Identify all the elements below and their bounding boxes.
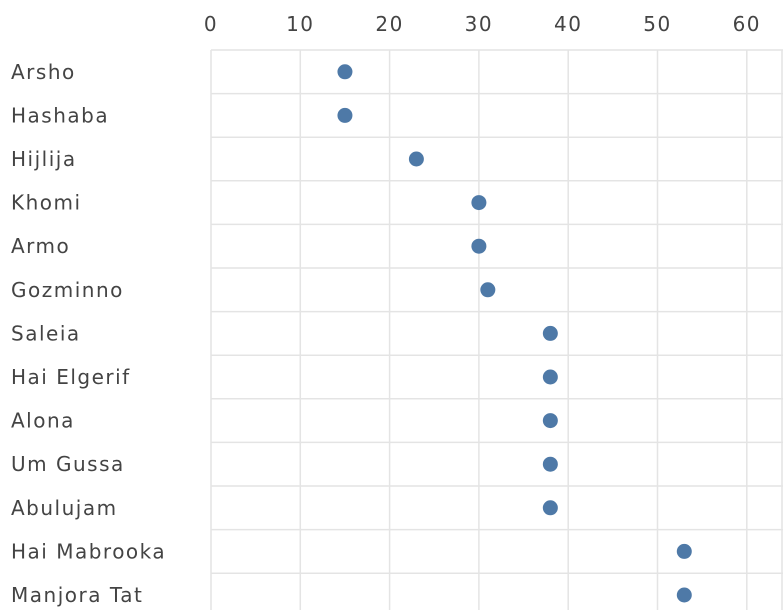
data-point [542,369,558,385]
x-tick-label: 20 [375,12,403,36]
category-label: Khomi [11,191,82,215]
x-tick-label: 0 [204,12,218,36]
data-points [337,64,692,603]
data-point [471,195,487,211]
x-tick-label: 60 [733,12,761,36]
category-label: Hashaba [11,103,109,127]
data-point [408,151,424,167]
category-label: Manjora Tat [11,583,143,607]
category-label: Abulujam [11,496,118,520]
data-point [337,107,353,123]
data-point [676,587,692,603]
data-point [676,543,692,559]
data-point [337,64,353,80]
x-tick-label: 40 [554,12,582,36]
category-label: Hai Elgerif [11,365,131,389]
grid [210,49,783,610]
x-tick-label: 30 [465,12,493,36]
x-tick-label: 10 [286,12,314,36]
category-label: Hai Mabrooka [11,539,166,563]
data-point [542,500,558,516]
category-label: Armo [11,234,70,258]
data-point [542,325,558,341]
category-label: Hijlija [11,147,77,171]
category-label: Arsho [11,60,76,84]
data-point [542,456,558,472]
data-point [471,238,487,254]
category-label: Gozminno [11,278,124,302]
x-axis-tick-labels: 0 10 20 30 40 50 60 [204,12,761,36]
data-point [542,413,558,429]
category-label: Saleia [11,321,81,345]
category-labels: Arsho Hashaba Hijlija Khomi Armo Gozminno Sale… [11,60,166,607]
category-label: Um Gussa [11,452,125,476]
data-point [480,282,496,298]
x-tick-label: 50 [643,12,671,36]
category-label: Alona [11,409,75,433]
